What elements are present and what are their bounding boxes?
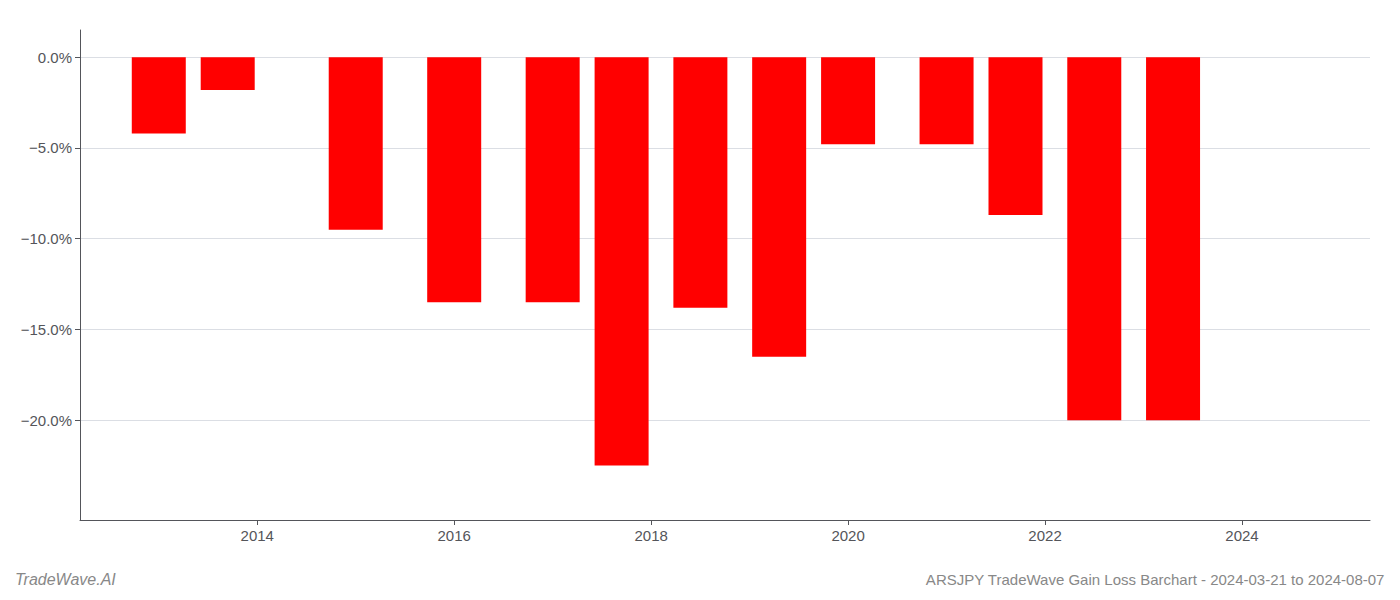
svg-text:2018: 2018 [634, 527, 667, 544]
svg-text:ARSJPY TradeWave Gain Loss Bar: ARSJPY TradeWave Gain Loss Barchart - 20… [926, 571, 1385, 588]
svg-text:0.0%: 0.0% [38, 49, 72, 66]
svg-text:2016: 2016 [438, 527, 471, 544]
svg-text:−5.0%: −5.0% [29, 139, 72, 156]
svg-text:2024: 2024 [1225, 527, 1258, 544]
svg-text:2014: 2014 [241, 527, 274, 544]
svg-text:TradeWave.AI: TradeWave.AI [15, 571, 116, 588]
svg-text:−20.0%: −20.0% [21, 412, 72, 429]
svg-text:−10.0%: −10.0% [21, 230, 72, 247]
svg-text:−15.0%: −15.0% [21, 321, 72, 338]
svg-text:2022: 2022 [1028, 527, 1061, 544]
svg-text:2020: 2020 [831, 527, 864, 544]
